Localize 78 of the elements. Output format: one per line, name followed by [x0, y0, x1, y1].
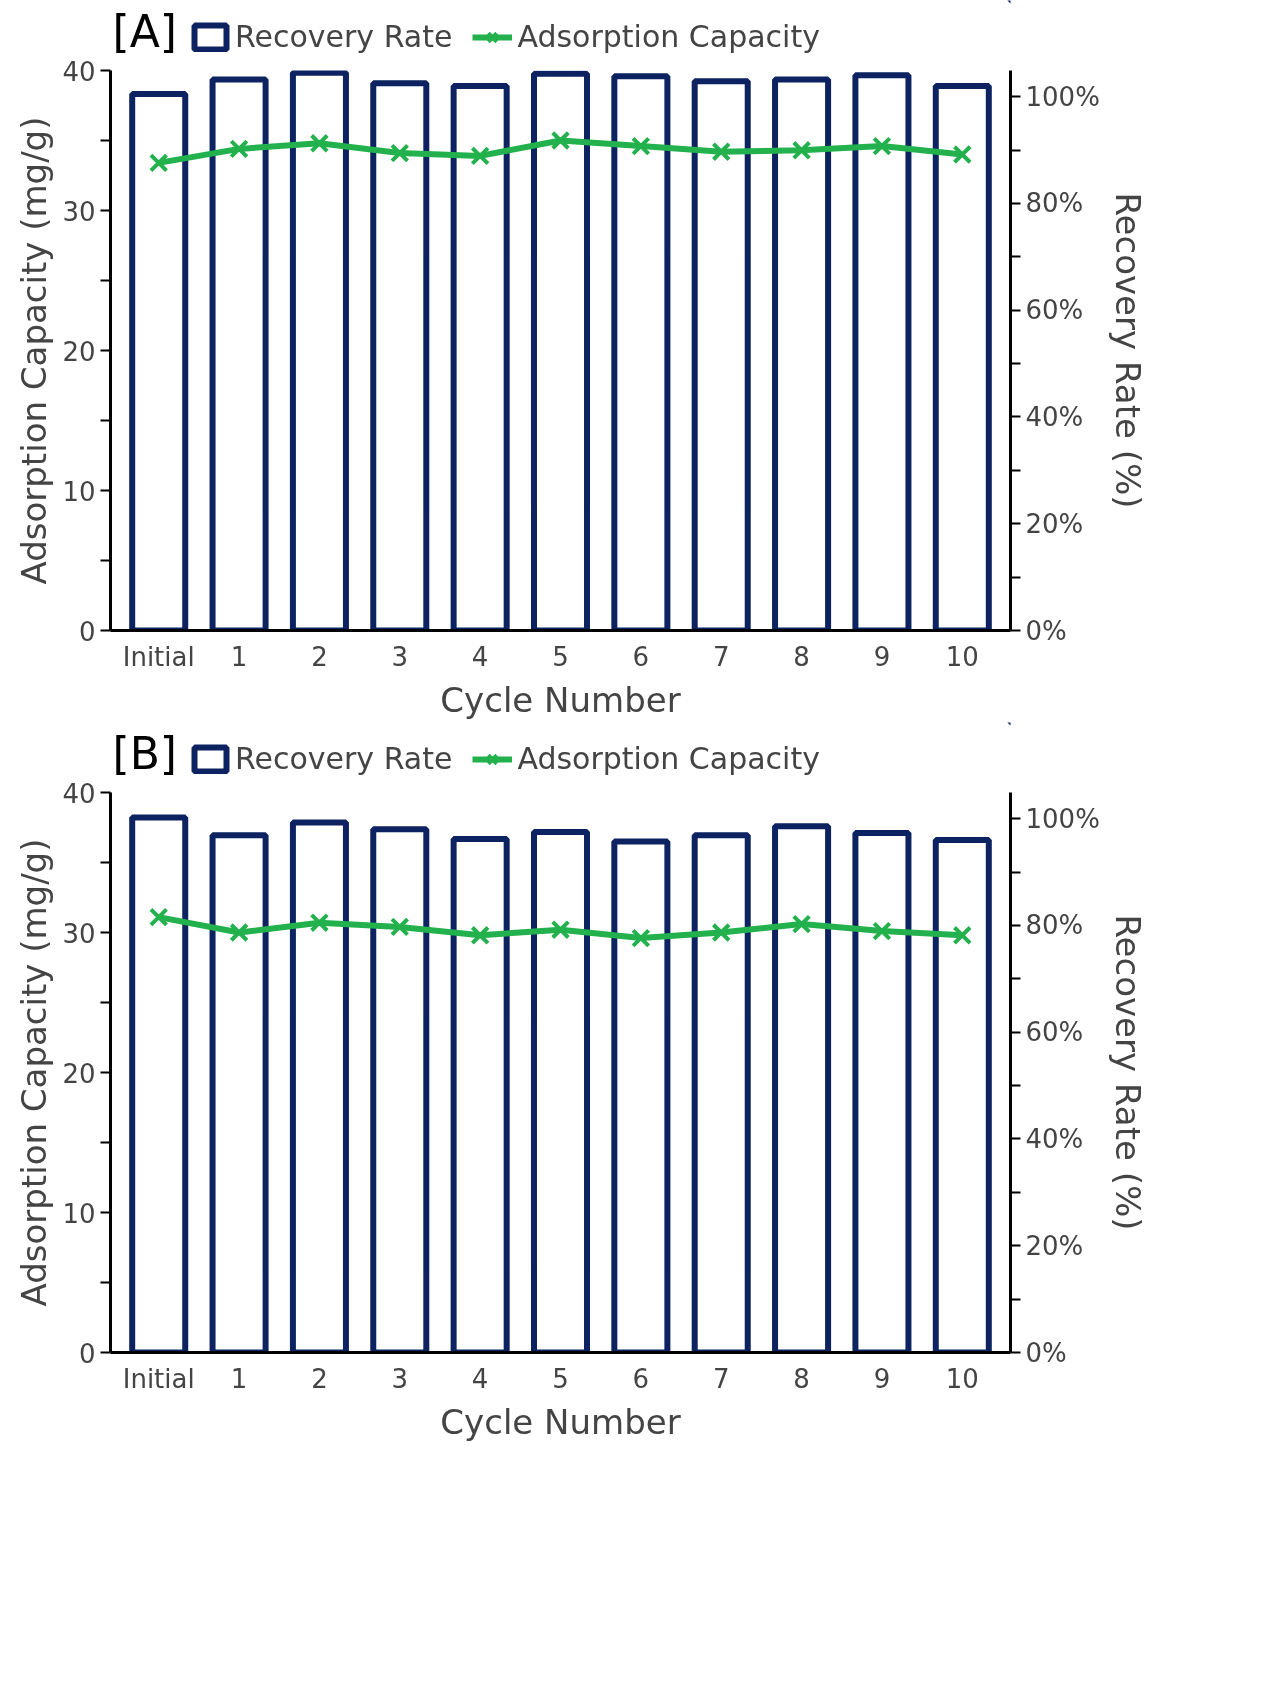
y2-tick-label: 40% — [1025, 1123, 1084, 1154]
x-tick-label: Initial — [122, 1363, 195, 1394]
x-tick-label: 9 — [873, 1363, 891, 1394]
point — [791, 140, 812, 161]
legend-label: Adsorption Capacity — [517, 19, 820, 54]
point — [872, 921, 892, 941]
point — [309, 133, 330, 154]
legend-label: Adsorption Capacity — [517, 741, 820, 776]
point — [470, 146, 490, 166]
x-tick-label: 3 — [391, 1363, 409, 1394]
point — [952, 925, 973, 946]
y-tick-label: 0 — [78, 1338, 96, 1369]
y-axis-title: Adsorption Capacity (mg/g) — [14, 116, 55, 585]
y-tick-label: 10 — [62, 1198, 96, 1229]
x-tick-label: 8 — [793, 641, 810, 672]
x-tick-label: 9 — [873, 641, 891, 672]
y-tick-label: 30 — [62, 918, 96, 949]
x-tick-label: 1 — [230, 1363, 248, 1394]
x-tick-label: 4 — [471, 641, 489, 672]
y-axis-title: Adsorption Capacity (mg/g) — [14, 838, 55, 1307]
y2-tick-label: 20% — [1025, 1230, 1084, 1261]
point — [229, 922, 249, 943]
y-tick-label: 0 — [78, 616, 96, 647]
x-tick-label: 7 — [712, 1363, 730, 1394]
point — [309, 912, 330, 933]
x-tick-label: 10 — [945, 641, 979, 672]
y2-tick-label: 60% — [1025, 295, 1084, 326]
chart-title: [A] — [112, 5, 177, 57]
y2-axis-title: Recovery Rate (%) — [1107, 192, 1148, 509]
y-tick-label: 30 — [62, 196, 96, 227]
legend-label: Recovery Rate — [235, 19, 453, 54]
y2-tick-label: 60% — [1025, 1017, 1084, 1048]
y-tick-label: 20 — [62, 336, 96, 367]
point — [872, 136, 892, 156]
y2-tick-label: 0% — [1025, 1337, 1067, 1368]
y-tick-label: 20 — [62, 1058, 96, 1089]
point — [390, 917, 410, 937]
x-tick-label: 10 — [945, 1363, 979, 1394]
x-tick-label: 2 — [311, 641, 328, 672]
point — [711, 141, 731, 162]
legend-label: Recovery Rate — [235, 741, 453, 776]
x-tick-label: 4 — [471, 1363, 489, 1394]
y2-tick-label: 80% — [1025, 188, 1084, 219]
point — [390, 143, 410, 163]
chart-title: [B] — [112, 727, 178, 779]
x-tick-label: 8 — [793, 1363, 810, 1394]
x-tick-label: 7 — [712, 641, 730, 672]
point — [550, 919, 571, 940]
x-tick-label: 6 — [632, 641, 650, 672]
point — [470, 925, 490, 946]
point — [148, 907, 169, 927]
x-tick-label: 3 — [391, 641, 409, 672]
x-tick-label: 1 — [230, 641, 248, 672]
point — [631, 136, 651, 156]
x-tick-label: 5 — [552, 641, 569, 672]
y2-tick-label: 80% — [1025, 910, 1084, 941]
y2-axis-title: Recovery Rate (%) — [1107, 914, 1148, 1231]
y2-tick-label: 20% — [1025, 508, 1084, 539]
y-tick-label: 10 — [62, 476, 96, 507]
y-tick-label: 40 — [62, 778, 96, 809]
x-axis-title: Cycle Number — [440, 1401, 681, 1442]
point — [952, 144, 973, 165]
point — [791, 914, 812, 934]
x-axis-title: Cycle Number — [440, 679, 681, 720]
y2-tick-label: 100% — [1025, 803, 1100, 834]
x-tick-label: 5 — [552, 1363, 569, 1394]
point — [711, 922, 731, 943]
y2-tick-label: 0% — [1025, 615, 1067, 646]
point — [631, 928, 651, 948]
point — [148, 153, 169, 173]
point — [229, 139, 249, 159]
point — [550, 130, 571, 151]
y2-tick-label: 40% — [1025, 401, 1084, 432]
y2-tick-label: 100% — [1025, 81, 1100, 112]
y-tick-label: 40 — [62, 56, 96, 87]
x-tick-label: 6 — [632, 1363, 650, 1394]
x-tick-label: 2 — [311, 1363, 328, 1394]
x-tick-label: Initial — [122, 641, 195, 672]
